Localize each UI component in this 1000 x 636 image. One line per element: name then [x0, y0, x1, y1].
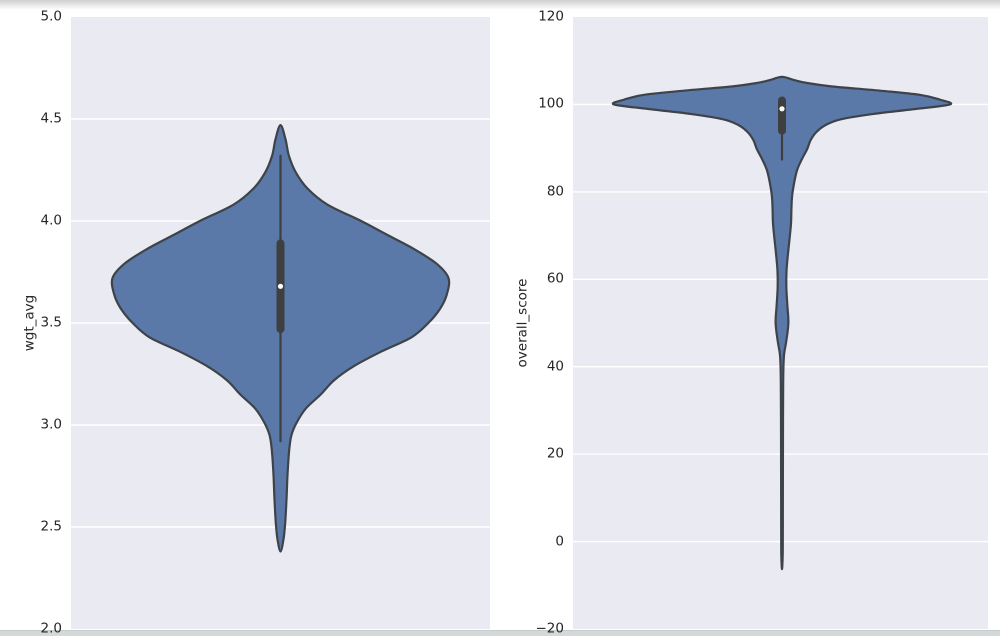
- violin-plot-left: [71, 17, 490, 629]
- y-tick-left-0: 5.0: [40, 8, 62, 25]
- median-dot: [779, 106, 785, 112]
- y-tick-right-4: 40: [546, 357, 564, 374]
- y-tick-left-4: 3.0: [40, 416, 62, 433]
- y-tick-right-0: 120: [538, 8, 564, 25]
- y-tick-right-7: −20: [535, 620, 565, 636]
- y-axis-label-left: wgt_avg: [21, 294, 38, 352]
- y-tick-left-1: 4.5: [40, 110, 62, 127]
- median-dot: [277, 283, 284, 289]
- window-edge-top: [0, 0, 1000, 9]
- y-tick-left-2: 4.0: [40, 212, 62, 229]
- violin-plot-canvas-right: [573, 75, 988, 571]
- y-axis-label-right: overall_score: [514, 278, 531, 368]
- violin-plot-canvas-left: [71, 118, 490, 553]
- y-tick-left-5: 2.5: [40, 518, 62, 535]
- y-tick-right-5: 20: [546, 445, 564, 462]
- y-tick-right-6: 0: [555, 532, 564, 549]
- y-tick-left-3: 3.5: [40, 314, 62, 331]
- y-tick-right-3: 60: [546, 270, 564, 287]
- violin-plot-right: [573, 17, 988, 629]
- y-tick-left-6: 2.0: [40, 620, 62, 636]
- y-tick-right-1: 100: [538, 95, 564, 112]
- violin-body: [611, 75, 953, 571]
- y-tick-right-2: 80: [546, 183, 564, 200]
- window-edge-bottom: [0, 630, 1000, 636]
